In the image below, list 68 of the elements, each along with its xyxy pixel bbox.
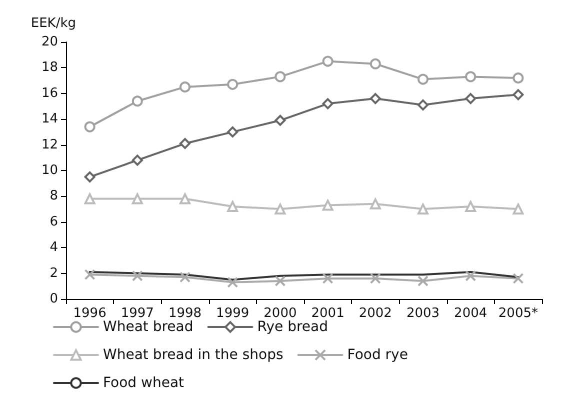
point [465,270,476,282]
point [227,78,238,90]
legend-label: Food rye [347,347,408,363]
y-axis-title: EEK/kg [30,16,76,31]
legend-label: Food wheat [103,375,185,391]
point [274,204,286,215]
point [274,276,286,287]
y-tick-label: 20 [41,34,58,50]
point [512,204,524,215]
point [322,56,334,67]
point [227,200,238,212]
y-tick-label: 0 [50,292,58,306]
y-tick-label: 12 [41,137,58,152]
x-tick-label: 2005* [498,306,538,321]
point [370,198,381,210]
point [322,272,334,284]
point [180,272,190,283]
x-tick-label: 2001 [311,306,344,321]
x-tick-label: 2004 [454,306,488,321]
legend-label: Wheat bread in the shops [103,347,284,363]
y-tick-label: 14 [41,112,58,127]
point [132,193,143,204]
point [180,81,190,92]
x-tick-label: 2002 [358,306,392,321]
x-tick-label: 1997 [120,306,154,321]
point [84,121,96,132]
point [84,193,96,204]
y-tick-label: 4 [50,240,58,256]
point [512,72,524,84]
point [370,58,381,70]
point [512,89,524,100]
point [465,200,476,212]
x-tick-label: 1998 [168,306,202,321]
x-tick-label: 2000 [264,306,297,321]
point [370,93,381,104]
point [180,138,190,150]
point [322,200,334,211]
y-tick-label: 8 [50,188,58,204]
point [418,204,428,215]
legend-label: Wheat bread [103,319,194,335]
point [418,74,428,85]
point [465,71,476,82]
x-tick-label: 2003 [406,306,440,321]
legend-label: Rye bread [257,319,328,335]
y-tick-label: 6 [50,214,58,230]
point [274,114,286,126]
point [322,98,334,110]
point [84,269,96,280]
y-tick-label: 2 [50,266,58,281]
point [132,270,143,282]
x-tick-label: 1996 [73,306,106,321]
point [418,276,428,287]
point [132,96,143,107]
y-tick-label: 18 [41,60,58,76]
point [180,193,190,204]
y-tick-label: 16 [41,86,58,101]
point [274,71,286,82]
point [132,154,143,166]
point [370,272,381,284]
point [84,171,96,182]
x-tick-label: 1999 [216,306,250,321]
point [512,272,524,284]
point [227,126,238,138]
point [465,93,476,104]
point [227,276,238,288]
y-tick-label: 10 [41,163,58,178]
point [418,99,428,110]
line-series [88,271,520,281]
